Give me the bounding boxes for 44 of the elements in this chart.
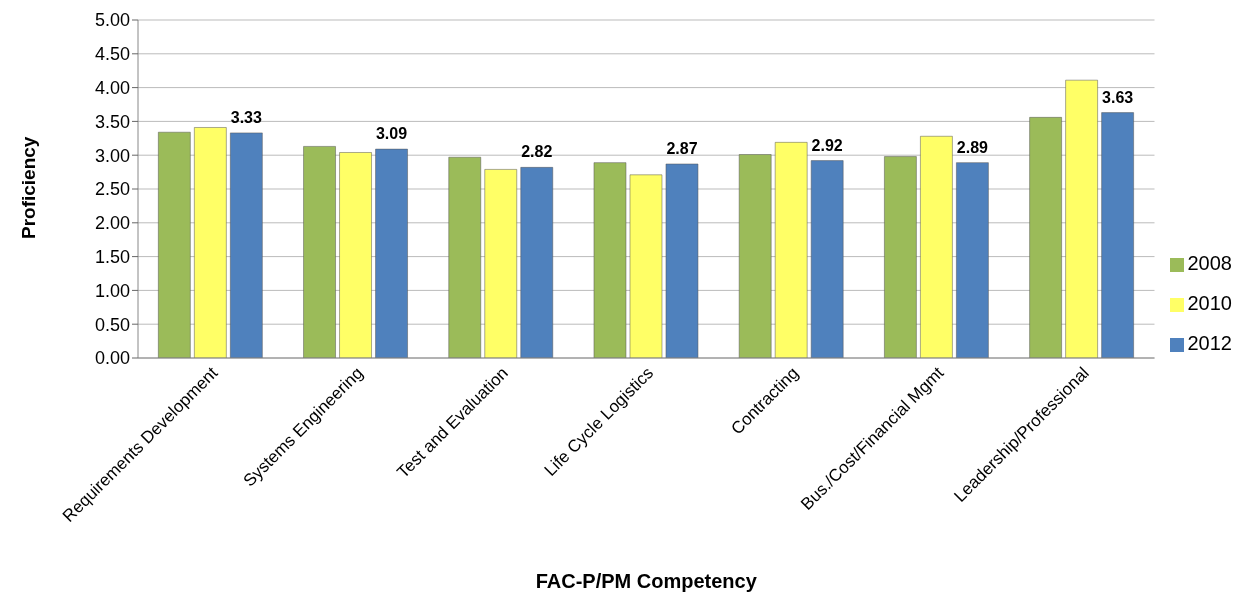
bar [339, 152, 372, 358]
data-label: 3.63 [1102, 88, 1134, 106]
bar [593, 162, 627, 358]
y-tick-label: 0.00 [94, 348, 130, 369]
y-tick-label: 3.00 [94, 145, 130, 166]
y-axis-title: Proficiency [17, 136, 39, 239]
bar [629, 174, 663, 358]
bar [665, 163, 699, 358]
bar [303, 146, 336, 358]
legend-label: 2010 [1187, 292, 1232, 314]
y-tick-label: 4.00 [94, 77, 130, 98]
bar [448, 156, 482, 358]
y-tick-label: 2.50 [94, 179, 130, 200]
bar [1065, 79, 1098, 358]
y-tick-label: 2.00 [94, 213, 130, 234]
data-label: 3.33 [230, 108, 262, 126]
x-axis-title: FAC-P/PM Competency [535, 570, 758, 592]
bar [738, 154, 772, 358]
data-label: 2.92 [811, 136, 843, 154]
bar [520, 167, 554, 358]
y-tick-label: 3.50 [94, 111, 130, 132]
legend-label: 2008 [1187, 252, 1232, 274]
bar [375, 148, 408, 358]
bar [484, 169, 518, 358]
data-label: 3.09 [375, 125, 408, 143]
y-tick-label: 5.00 [94, 10, 130, 31]
bar [774, 142, 808, 358]
bar [1101, 112, 1134, 358]
y-tick-label: 0.50 [94, 314, 130, 335]
bar [920, 136, 953, 358]
data-label: 2.82 [521, 143, 553, 161]
bar [884, 156, 917, 358]
bar [158, 131, 191, 358]
data-label: 2.89 [956, 138, 989, 156]
y-tick-label: 1.50 [94, 246, 130, 267]
bar [956, 162, 989, 358]
legend-label: 2012 [1187, 332, 1232, 354]
bar [230, 132, 263, 358]
data-label: 2.87 [666, 139, 698, 157]
y-tick-label: 1.00 [94, 280, 130, 301]
y-tick-label: 4.50 [94, 44, 130, 65]
bar [194, 127, 227, 358]
bar [1029, 117, 1062, 358]
bar [810, 160, 844, 358]
